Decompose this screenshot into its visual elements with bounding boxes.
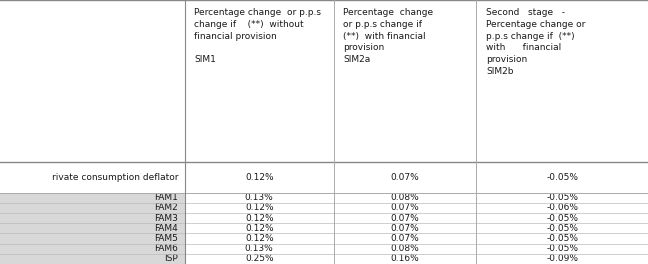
Text: -0.05%: -0.05%	[546, 224, 578, 233]
Text: -0.05%: -0.05%	[546, 234, 578, 243]
Text: 0.07%: 0.07%	[391, 234, 419, 243]
Bar	[0, 213, 185, 223]
Text: 0.12%: 0.12%	[245, 234, 273, 243]
Text: 0.13%: 0.13%	[245, 193, 273, 202]
Bar	[0, 233, 185, 244]
Text: Percentage change  or p.p.s
change if    (**)  without
financial provision

SIM1: Percentage change or p.p.s change if (**…	[194, 8, 321, 64]
Text: rivate consumption deflator: rivate consumption deflator	[52, 173, 178, 182]
Text: FAM5: FAM5	[154, 234, 178, 243]
Text: 0.12%: 0.12%	[245, 224, 273, 233]
Text: FAM6: FAM6	[154, 244, 178, 253]
Text: 0.12%: 0.12%	[245, 204, 273, 213]
Bar	[0, 223, 185, 233]
Text: FAM1: FAM1	[154, 193, 178, 202]
Bar	[0, 203, 185, 213]
Text: FAM3: FAM3	[154, 214, 178, 223]
Text: -0.05%: -0.05%	[546, 244, 578, 253]
Text: ISP: ISP	[165, 254, 178, 263]
Text: 0.07%: 0.07%	[391, 214, 419, 223]
Text: 0.16%: 0.16%	[391, 254, 419, 263]
Text: -0.09%: -0.09%	[546, 254, 578, 263]
Text: 0.13%: 0.13%	[245, 244, 273, 253]
Text: -0.06%: -0.06%	[546, 204, 578, 213]
Text: -0.05%: -0.05%	[546, 173, 578, 182]
Text: 0.07%: 0.07%	[391, 204, 419, 213]
Text: 0.08%: 0.08%	[391, 244, 419, 253]
Text: 0.07%: 0.07%	[391, 173, 419, 182]
Bar	[0, 254, 185, 264]
Text: FAM2: FAM2	[154, 204, 178, 213]
Text: Second   stage   -
Percentage change or
p.p.s change if  (**)
with      financia: Second stage - Percentage change or p.p.…	[486, 8, 585, 76]
Bar	[0, 193, 185, 203]
Bar	[0, 244, 185, 254]
Text: -0.05%: -0.05%	[546, 214, 578, 223]
Text: 0.25%: 0.25%	[245, 254, 273, 263]
Text: FAM4: FAM4	[154, 224, 178, 233]
Text: 0.08%: 0.08%	[391, 193, 419, 202]
Text: Percentage  change
or p.p.s change if
(**)  with financial
provision
SIM2a: Percentage change or p.p.s change if (**…	[343, 8, 434, 64]
Text: 0.12%: 0.12%	[245, 173, 273, 182]
Text: -0.05%: -0.05%	[546, 193, 578, 202]
Text: 0.12%: 0.12%	[245, 214, 273, 223]
Text: 0.07%: 0.07%	[391, 224, 419, 233]
